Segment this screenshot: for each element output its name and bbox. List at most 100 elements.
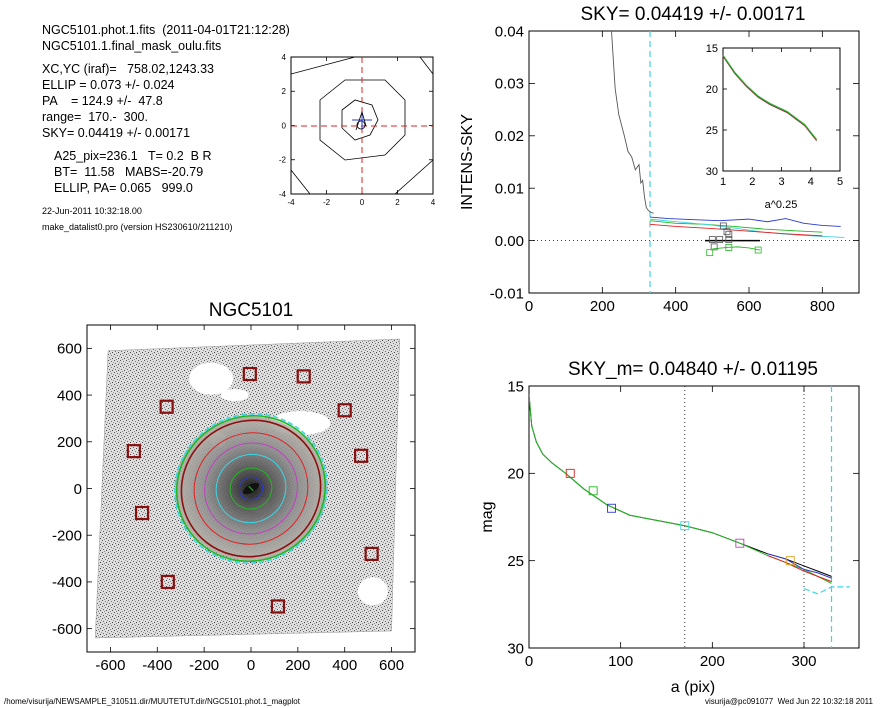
mag-marker [785,556,795,566]
isophote-ellipse [174,413,328,564]
sky-title: SKY= 0.04419 +/- 0.00171 [580,4,805,25]
sky-xtick-label: 0 [525,298,533,315]
mag-title: SKY_m= 0.04840 +/- 0.01195 [568,359,818,380]
sky-series-6 [712,246,761,251]
mag-sky-segment [803,586,850,595]
footer-user-date: visurija@pc091077 Wed Jun 22 10:32:18 20… [705,697,873,706]
galaxy-xtick-label: -400 [142,657,172,674]
contour-xtick-label: -2 [323,198,331,207]
sky-marker [706,249,714,257]
mag-series-2 [767,554,832,583]
core-marker [248,485,254,492]
sky-box [242,366,257,382]
galaxy-xtick-label: -200 [189,657,219,674]
inset-xtick-label: 5 [837,176,843,188]
inset-xtick-label: 2 [749,176,755,188]
mag-ytick-label: 25 [507,553,524,570]
sky-marker [710,243,718,251]
sky-box [159,399,174,414]
galaxy-ytick-label: 0 [74,481,82,498]
isophote-ellipse [215,453,287,524]
inset-xtick-label: 4 [808,176,814,188]
sky-box [364,546,379,562]
sky-box [160,574,175,590]
sky-ytick-label: 0.04 [495,23,524,40]
galaxy-xtick-label: 400 [332,657,357,674]
sky-xtick-label: 200 [590,298,615,315]
sky-box [270,599,286,614]
mag-ylabel: mag [479,501,496,532]
contour-ytick-label: -2 [279,156,287,165]
sky-marker [725,230,733,238]
galaxy-xtick-label: 0 [247,657,255,674]
galaxy-xtick-label: 200 [285,657,310,674]
masked-region [189,362,234,395]
mag-ytick-label: 30 [507,640,524,657]
sky-ytick-label: 0.00 [495,233,524,250]
mag-marker [588,486,598,496]
sky-box [337,403,352,418]
sky-ytick-label: 0.02 [495,128,524,145]
inset-ytick-label: 15 [706,43,718,55]
sky-frame [528,30,860,294]
inset-series [722,54,817,141]
sky-series [529,31,859,293]
inset-xlabel: a^0.25 [765,199,798,211]
contour-lines [291,57,433,194]
contour-ytick-label: 4 [282,53,287,62]
mag-marker [565,468,575,478]
header-program: make_datalist0.pro (version HS230610/211… [42,222,233,232]
mag-marker [735,538,745,548]
galaxy-ytick-label: -400 [52,574,82,591]
header-line-ellip: ELLIP = 0.073 +/- 0.024 [42,78,175,92]
footer-path: /home/visurija/NEWSAMPLE_310511.dir/MUUT… [4,697,300,706]
galaxy-xtick-label: -600 [95,657,125,674]
contour-inner [341,99,379,141]
sky-box [296,369,311,384]
mag-xtick-label: 100 [608,653,633,670]
mag-series-3 [767,553,832,579]
inset-ytick-label: 25 [706,125,718,137]
sky-series-1 [649,216,841,227]
header-line-bt: BT= 11.58 MABS=-20.79 [54,165,204,179]
contour-ytick-label: 2 [282,87,287,96]
sky-ytick-label: -0.01 [490,285,524,302]
sky-xtick-label: 400 [663,298,688,315]
sky-series-0 [611,31,654,214]
galaxy-xtick-label: 600 [379,657,404,674]
galaxy-axes: -600 -400 -200 0 200 400 600 -600 -400 -200 0 200 40… [52,324,416,674]
header-line-range: range= 170.- 300. [42,110,148,124]
inset-xtick-label: 1 [720,176,726,188]
mag-series-1 [529,394,832,584]
inset-series-green [722,54,817,140]
sky-marker [725,244,733,251]
sky-xtick-label: 800 [810,298,835,315]
sky-box [134,505,150,521]
sky-box [354,448,369,463]
mag-ytick-label: 20 [507,466,524,483]
sky-marker [708,236,716,243]
galaxy-ytick-label: -600 [52,621,82,638]
header-line-pa: PA = 124.9 +/- 47.8 [42,94,163,108]
mag-marker [607,503,616,513]
contour-ytick-label: -4 [279,190,287,199]
sky-marker [719,222,727,230]
galaxy-ytick-label: -200 [52,527,82,544]
sky-ylabel: INTENS-SKY [459,114,476,210]
contour-ytick-label: 0 [282,121,287,130]
isophote-ellipse [238,476,264,501]
sky-box [126,444,141,459]
galaxy-ytick-label: 200 [57,434,82,451]
sky-marker [725,236,733,243]
inset-series-black [722,55,817,141]
mag-series [529,386,850,648]
masked-region [357,577,388,606]
contour-middle [319,79,406,161]
mag-series-0 [529,394,832,577]
galaxy-title: NGC5101 [209,300,294,321]
isophote-ellipse [229,467,273,510]
mag-frame [528,385,860,649]
